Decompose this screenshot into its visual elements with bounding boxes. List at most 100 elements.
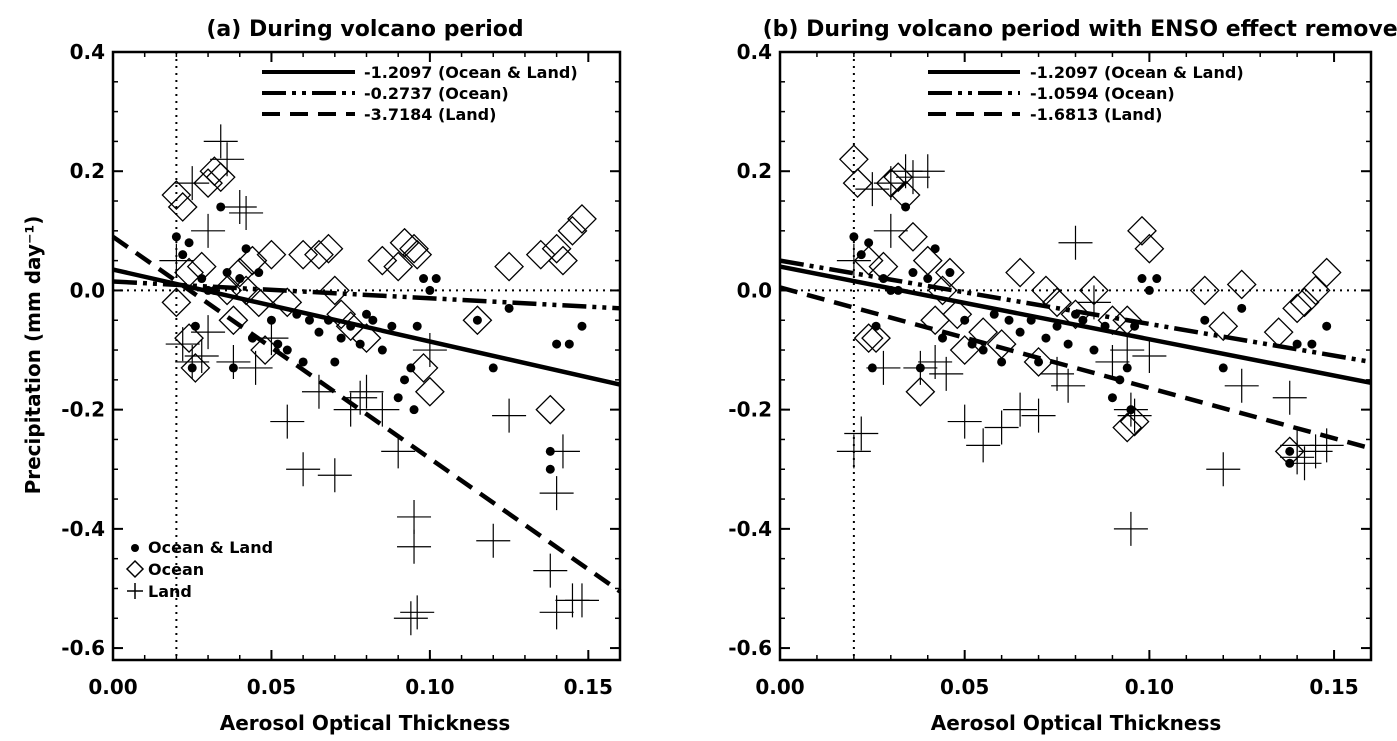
point-land	[533, 553, 568, 588]
y-tick-label: 0.2	[70, 159, 105, 183]
point-ocean-land	[377, 345, 387, 355]
point-ocean-land	[864, 238, 874, 248]
point-ocean-land	[282, 345, 292, 355]
point-ocean	[905, 376, 936, 407]
point-land	[349, 374, 384, 409]
point-ocean-land	[1322, 321, 1332, 331]
point-land	[1224, 368, 1259, 403]
x-tick-label: 0.05	[940, 675, 989, 699]
point-land	[238, 350, 273, 385]
point-ocean-land	[336, 333, 346, 343]
point-ocean-land	[406, 363, 416, 373]
point-land	[175, 166, 210, 201]
point-ocean	[1042, 287, 1072, 318]
point-ocean-land	[1237, 303, 1247, 313]
point-land	[165, 327, 200, 362]
point-ocean	[326, 299, 357, 330]
point-ocean	[272, 287, 303, 318]
point-ocean	[180, 353, 211, 383]
point-land	[564, 583, 599, 618]
point-ocean	[161, 287, 192, 318]
point-ocean	[912, 245, 943, 276]
point-ocean-land	[930, 244, 940, 254]
x-tick-label: 0.05	[247, 675, 296, 699]
point-land	[222, 189, 257, 224]
plot-frame	[778, 50, 1373, 662]
point-ocean-land	[901, 202, 911, 212]
point-land	[301, 374, 336, 409]
point-land	[210, 142, 245, 177]
panel-b-title: (b) During volcano period with ENSO effe…	[763, 17, 1397, 42]
point-land	[1206, 452, 1241, 487]
y-tick-label: -0.4	[728, 517, 772, 541]
point-ocean	[313, 233, 344, 264]
y-tick-label: -0.4	[61, 517, 105, 541]
point-ocean-land	[871, 321, 881, 331]
point-land	[984, 410, 1019, 445]
point-ocean-land	[1034, 357, 1044, 367]
point-ocean-land	[235, 274, 245, 284]
point-ocean-land	[273, 339, 283, 349]
point-land	[393, 601, 428, 636]
point-ocean-land	[1107, 393, 1117, 403]
point-ocean-land	[431, 274, 441, 284]
point-ocean-land	[241, 244, 251, 254]
point-ocean-land	[989, 309, 999, 319]
point-ocean-land	[254, 268, 264, 278]
point-land	[1309, 428, 1344, 463]
point-land	[836, 243, 871, 278]
point-ocean-land	[197, 274, 207, 284]
point-ocean-land	[362, 309, 371, 319]
point-ocean-land	[400, 375, 410, 385]
point-land	[397, 499, 432, 534]
point-land	[191, 213, 226, 248]
y-tick-label: -0.6	[728, 636, 772, 660]
point-land	[365, 392, 400, 427]
point-ocean	[193, 168, 223, 199]
point-ocean-land	[216, 202, 226, 212]
point-ocean-land	[304, 315, 314, 325]
point-ocean	[237, 245, 268, 276]
point-ocean-land	[1052, 321, 1062, 331]
y-tick-label: -0.2	[61, 398, 105, 422]
point-land	[539, 476, 574, 511]
point-ocean	[838, 144, 869, 175]
point-land	[400, 595, 435, 630]
point-land	[317, 458, 352, 493]
y-tick-label: 0.0	[737, 278, 772, 302]
point-ocean-land	[1292, 339, 1302, 349]
point-ocean	[1311, 257, 1342, 288]
point-ocean	[319, 275, 350, 306]
point-ocean-land	[330, 357, 340, 367]
point-land	[492, 398, 527, 433]
point-ocean-land	[355, 339, 365, 349]
panel-a-fit-legend: -1.2097 (Ocean & Land) -0.2737 (Ocean) -…	[262, 63, 578, 124]
panel-b-legend-2: -1.0594 (Ocean)	[1030, 84, 1175, 103]
point-ocean	[1300, 275, 1331, 306]
point-land	[1058, 225, 1093, 260]
point-land	[184, 339, 219, 373]
point-ocean-land	[1122, 363, 1132, 373]
point-ocean-land	[978, 345, 988, 355]
panel-a-legend-3: -3.7184 (Land)	[364, 105, 496, 124]
panel-b: (b) During volcano period with ENSO effe…	[728, 17, 1397, 735]
point-ocean	[861, 323, 891, 354]
point-ocean	[548, 245, 578, 276]
fit-line-solid	[779, 264, 1372, 386]
point-ocean	[853, 323, 884, 354]
point-land	[895, 160, 930, 195]
point-ocean-land	[552, 339, 562, 349]
point-ocean	[567, 203, 597, 234]
y-tick-label: 0.2	[737, 159, 772, 183]
point-ocean	[898, 221, 928, 252]
point-land	[1117, 398, 1152, 433]
point-ocean-land	[1285, 446, 1295, 456]
point-ocean	[250, 335, 281, 365]
point-land	[855, 172, 890, 207]
point-land	[545, 434, 580, 469]
point-ocean	[557, 215, 588, 246]
point-land	[1051, 368, 1086, 403]
point-land	[1113, 392, 1148, 427]
x-tick-label: 0.00	[755, 675, 804, 699]
point-ocean	[986, 329, 1017, 359]
